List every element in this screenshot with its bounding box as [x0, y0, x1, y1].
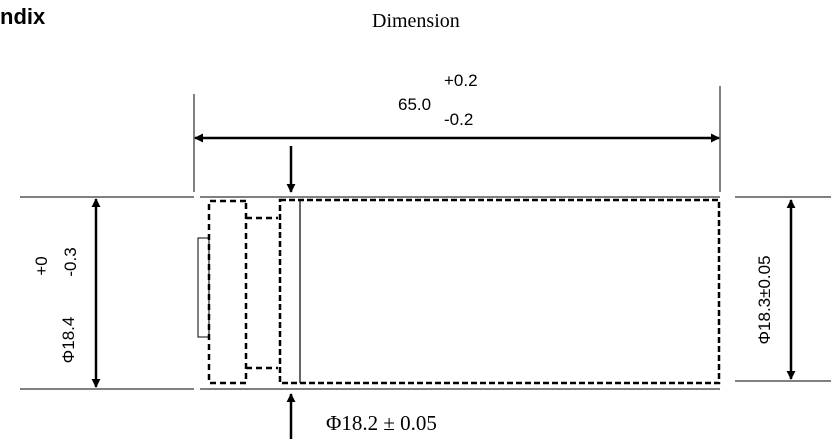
right-diameter-label: Φ18.3±0.05 — [755, 255, 774, 344]
right-diameter-dimension: Φ18.3±0.05 — [735, 196, 831, 382]
length-tol-plus: +0.2 — [444, 71, 478, 90]
neck-segment — [246, 216, 278, 370]
length-nominal: 65.0 — [398, 95, 431, 114]
end-cap — [207, 199, 248, 385]
length-tol-minus: -0.2 — [444, 110, 473, 129]
left-diameter-dimension: Φ18.4 +0 -0.3 — [20, 196, 194, 390]
part-outline — [197, 196, 721, 390]
drawing-title: Dimension — [372, 10, 460, 32]
left-diameter-nominal: Φ18.4 — [59, 317, 78, 364]
page-heading: ndix — [0, 4, 46, 29]
main-body — [278, 198, 721, 385]
bottom-diameter-label: Φ18.2 ± 0.05 — [326, 411, 437, 435]
bottom-diameter-callout: Φ18.2 ± 0.05 — [286, 393, 437, 439]
left-diameter-tol-minus: -0.3 — [61, 247, 80, 276]
length-dimension: 65.0 +0.2 -0.2 — [193, 71, 721, 192]
left-diameter-tol-plus: +0 — [32, 256, 51, 275]
end-tab — [197, 237, 210, 338]
